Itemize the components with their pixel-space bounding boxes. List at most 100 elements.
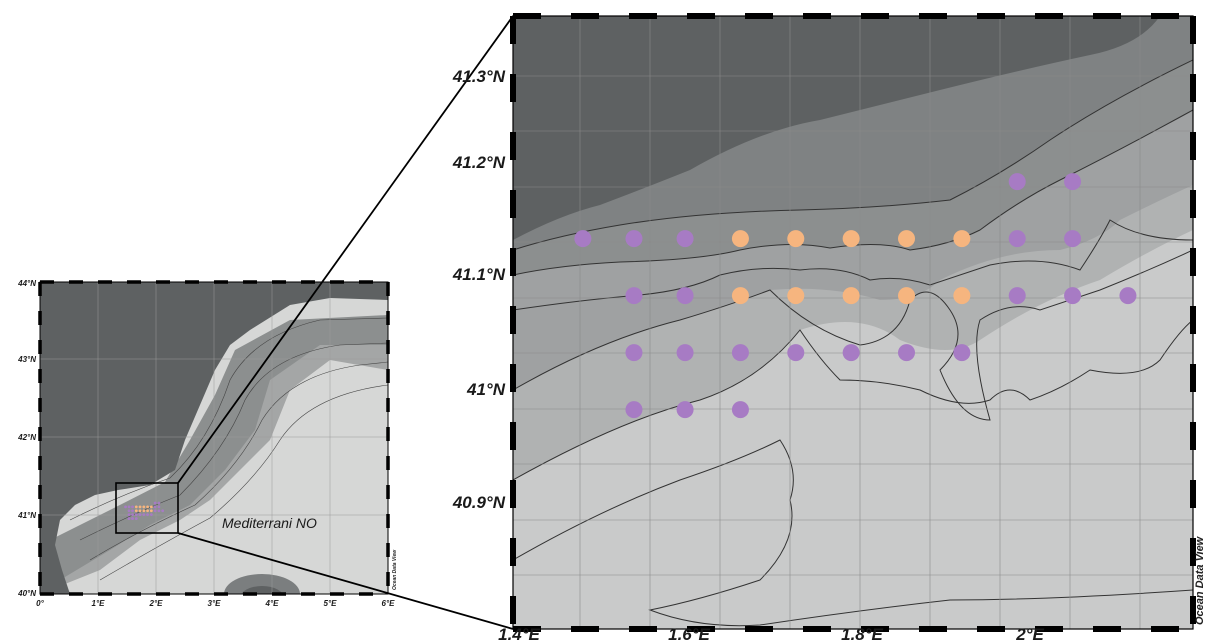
station-marker-purple [842,344,860,362]
zoom-lat-label: 41.3°N [452,67,506,86]
overview-lat-label: 40°N [17,589,36,598]
overview-credit: Ocean Data View [392,549,398,590]
station-marker-orange [953,230,971,248]
station-marker-purple [731,344,749,362]
overview-station-marker-purple [127,509,131,513]
overview-station-marker-purple [157,509,161,513]
overview-contour [89,361,388,561]
station-marker-purple [1008,173,1026,191]
overview-grid [40,282,388,594]
overview-station-marker-purple [138,513,142,517]
station-marker-purple [676,344,694,362]
station-marker-purple [676,230,694,248]
station-marker-orange [898,230,916,248]
overview-station-marker-orange [138,509,142,513]
overview-lat-label: 41°N [17,511,36,520]
station-marker-purple [898,344,916,362]
zoom-lat-label: 41.1°N [452,265,506,284]
station-marker-purple [1064,287,1082,305]
zoom-lon-label: 1.4°E [498,625,540,641]
station-marker-orange [842,230,860,248]
overview-lon-label: 5°E [324,599,338,608]
overview-frame-dashes [38,280,390,596]
station-marker-purple [787,344,805,362]
zoom-map: 41.3°N 41.2°N 41.1°N 41°N 40.9°N 1.4°E 1… [452,13,1205,641]
zoom-contour [513,109,1193,276]
station-marker-purple [676,401,694,419]
station-marker-purple [574,230,592,248]
station-marker-purple [676,287,694,305]
zoom-credit: Ocean Data View [1194,535,1205,625]
zoom-lon-label: 1.6°E [668,625,710,641]
overview-station-marker-orange [138,505,142,509]
overview-station-marker-purple [127,513,131,517]
zoom-contour [513,249,1193,421]
overview-station-marker-purple [161,509,165,513]
overview-station-marker-purple [131,509,134,513]
overview-station-marker-purple [134,517,138,520]
overview-lon-label: 6°E [382,599,396,608]
station-marker-orange [953,287,971,305]
station-marker-orange [731,230,749,248]
overview-station-marker-purple [131,513,134,517]
overview-station-marker-purple [157,505,161,509]
overview-station-marker-purple [153,501,157,505]
zoom-lat-label: 41°N [466,380,506,399]
station-marker-purple [1119,287,1137,305]
overview-station-marker-purple [127,505,131,509]
overview-station-marker-purple [153,509,157,513]
connector-line-top [177,15,514,484]
station-marker-purple [625,401,643,419]
overview-station-marker-orange [146,509,149,513]
overview-station-marker-purple [153,505,157,509]
station-marker-purple [625,230,643,248]
overview-station-marker-orange [149,505,153,509]
overview-station-marker-orange [142,505,146,509]
overview-island-shelf [224,574,300,594]
overview-station-marker-purple [127,517,131,520]
overview-station-marker-purple [142,513,146,517]
overview-station-marker-purple [157,501,161,505]
station-marker-orange [787,230,805,248]
overview-station-marker-purple [134,513,138,517]
overview-station-marker-purple [131,505,134,509]
station-marker-purple [1064,230,1082,248]
station-marker-orange [842,287,860,305]
station-marker-purple [625,287,643,305]
overview-station-marker-orange [134,505,138,509]
station-marker-orange [787,287,805,305]
station-marker-purple [1008,287,1026,305]
station-marker-purple [625,344,643,362]
overview-lon-label: 3°E [208,599,222,608]
station-marker-purple [731,401,749,419]
overview-lat-label: 44°N [17,279,36,288]
overview-lon-label: 0° [36,599,44,608]
zoom-frame-dashes [510,13,1196,632]
overview-station-marker-orange [149,509,153,513]
zoom-lat-label: 40.9°N [452,493,506,512]
overview-station-marker-orange [146,505,149,509]
overview-island [241,586,283,594]
zoom-contour [513,319,1193,481]
overview-station-marker-purple [131,517,134,520]
overview-station-marker-purple [149,513,153,517]
station-marker-orange [731,287,749,305]
zoom-land [513,16,1160,240]
station-marker-purple [1064,173,1082,191]
overview-land [40,282,388,594]
overview-lon-label: 1°E [92,599,106,608]
zoom-inset-box [115,482,179,534]
zoom-stations [574,173,1137,419]
zoom-contour [513,439,1193,627]
overview-lon-label: 2°E [149,599,164,608]
overview-map: 44°N 43°N 42°N 41°N 40°N 0° 1°E 2°E 3°E … [17,279,398,608]
station-marker-purple [953,344,971,362]
station-marker-orange [898,287,916,305]
connector-line-bottom [177,532,514,630]
zoom-contour [513,219,1193,311]
zoom-contour [513,59,1193,251]
overview-lat-label: 42°N [17,433,36,442]
overview-stations [124,501,165,520]
overview-station-marker-orange [142,509,146,513]
